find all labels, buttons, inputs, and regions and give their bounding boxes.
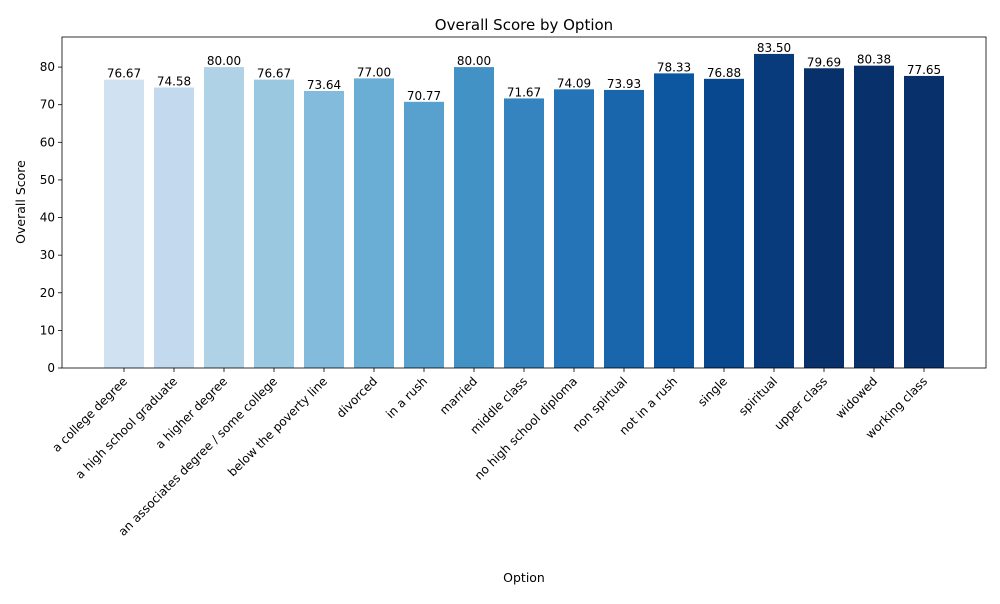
bars-layer: [104, 53, 944, 369]
data-label-2: 80.00: [207, 54, 241, 68]
y-tick-label-7: 70: [40, 98, 55, 112]
y-tick-label-2: 20: [40, 286, 55, 300]
chart-title: Overall Score by Option: [435, 16, 613, 34]
y-tick-label-3: 30: [40, 248, 55, 262]
bar-5: [354, 78, 394, 368]
x-tick-label-12: single: [695, 374, 730, 409]
data-label-3: 76.67: [257, 67, 291, 81]
bar-14: [804, 68, 844, 369]
x-tick-label-6: in a rush: [383, 374, 430, 421]
data-label-4: 73.64: [307, 78, 341, 92]
bar-12: [704, 78, 744, 369]
y-tick-label-1: 10: [40, 323, 55, 337]
bar-2: [204, 67, 244, 368]
data-label-0: 76.67: [107, 67, 141, 81]
bar-8: [504, 98, 544, 368]
bar-7: [454, 67, 494, 368]
x-tick-label-9: no high school diploma: [472, 374, 580, 482]
bar-16: [904, 75, 944, 368]
x-tick-label-5: divorced: [334, 374, 380, 420]
bar-6: [404, 101, 444, 369]
x-tick-label-7: married: [437, 374, 480, 417]
x-tick-label-13: spiritual: [736, 374, 780, 418]
x-tick-label-14: upper class: [772, 374, 831, 433]
data-label-16: 77.65: [907, 63, 941, 77]
y-axis-label: Overall Score: [13, 160, 28, 244]
data-label-10: 73.93: [607, 77, 641, 91]
data-label-9: 74.09: [557, 76, 591, 90]
bar-3: [254, 79, 294, 369]
data-label-14: 79.69: [807, 55, 841, 69]
y-tick-label-0: 0: [47, 361, 55, 375]
bar-11: [654, 73, 694, 369]
data-label-1: 74.58: [157, 74, 191, 88]
x-tick-label-15: widowed: [833, 374, 880, 421]
data-label-12: 76.88: [707, 66, 741, 80]
data-label-11: 78.33: [657, 60, 691, 74]
data-label-5: 77.00: [357, 65, 391, 79]
y-tick-label-6: 60: [40, 135, 55, 149]
bar-4: [304, 91, 344, 368]
bar-9: [554, 89, 594, 369]
bar-15: [854, 65, 894, 368]
data-label-6: 70.77: [407, 89, 441, 103]
y-tick-label-4: 40: [40, 211, 55, 225]
plot-frame: [61, 36, 987, 369]
data-label-7: 80.00: [457, 54, 491, 68]
bar-1: [154, 87, 194, 368]
data-labels-layer: 76.67 74.58 80.00 76.67 73.64 77.00 70.77 80.00…: [107, 41, 941, 103]
data-label-15: 80.38: [857, 53, 891, 67]
bar-0: [104, 79, 144, 369]
x-axis-label: Option: [503, 570, 545, 585]
data-label-8: 71.67: [507, 85, 541, 99]
y-tick-label-8: 80: [40, 60, 55, 74]
x-tick-label-4: below the poverty line: [225, 374, 330, 479]
bar-10: [604, 89, 644, 368]
bar-13: [754, 53, 794, 368]
x-tick-label-1: a high school graduate: [73, 374, 180, 481]
data-label-13: 83.50: [757, 41, 791, 55]
y-tick-label-5: 50: [40, 173, 55, 187]
